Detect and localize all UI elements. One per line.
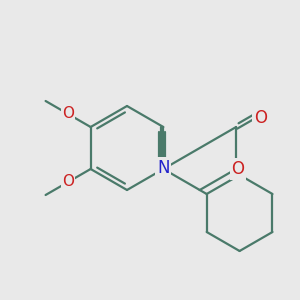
Text: O: O [254, 109, 267, 127]
Text: O: O [62, 175, 74, 190]
Text: N: N [157, 159, 170, 177]
Text: O: O [232, 160, 244, 178]
Text: O: O [62, 106, 74, 122]
